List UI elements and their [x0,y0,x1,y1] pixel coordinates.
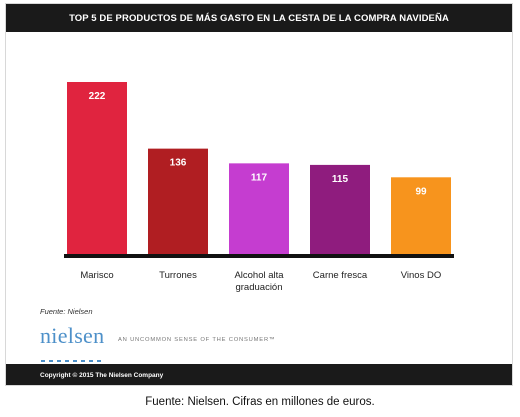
brand-tagline: AN UNCOMMON SENSE OF THE CONSUMER™ [118,337,276,343]
data-label-2: 136 [170,158,187,169]
data-label-4: 115 [332,174,349,185]
logo-dots-icon [41,349,105,367]
copyright-text: Copyright © 2015 The Nielsen Company [40,371,164,379]
source-note: Fuente: Nielsen [40,307,93,316]
figure-caption: Fuente: Nielsen. Cifras en millones de e… [145,396,375,408]
category-label-5: Vinos DO [401,270,441,281]
category-label-2: Turrones [159,270,197,281]
category-label-4: Carne fresca [313,270,368,281]
bar-3 [229,163,289,254]
nielsen-logo-word: nielsen [40,323,105,348]
data-label-5: 99 [415,186,427,197]
bar-5 [391,177,451,254]
bar-chart: 222 Marisco 136 Turrones 117 Alcohol alta grad… [64,82,454,293]
data-label-3: 117 [251,172,268,183]
chart-slide: TOP 5 DE PRODUCTOS DE MÁS GASTO EN LA CE… [5,3,513,386]
bar-2 [148,148,208,254]
data-label-1: 222 [89,91,106,102]
bar-1 [67,82,127,254]
nielsen-logo: nielsen [40,323,112,362]
category-label-3: Alcohol alta graduación [234,270,284,293]
chart-title: TOP 5 DE PRODUCTOS DE MÁS GASTO EN LA CE… [6,4,512,32]
x-axis-baseline [64,254,454,258]
copyright-bar: Copyright © 2015 The Nielsen Company [6,364,512,385]
bar-4 [310,164,370,254]
category-label-1: Marisco [80,270,113,281]
